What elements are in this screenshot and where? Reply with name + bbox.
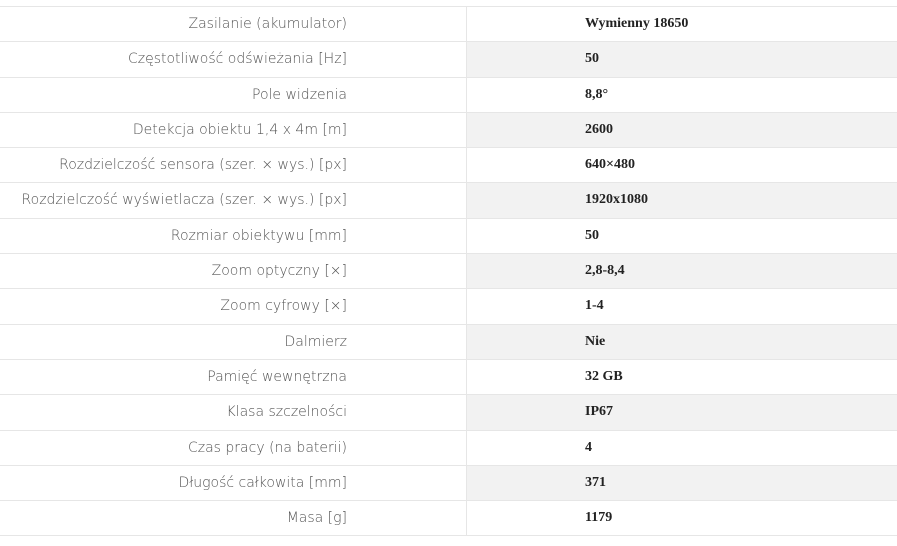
spec-value: 4 — [585, 439, 592, 455]
spec-label: Długość całkowita [mm] — [0, 465, 467, 501]
spec-row: Rozdzielczość wyświetlacza (szer. × wys.… — [0, 183, 897, 219]
spec-value: 50 — [467, 42, 897, 77]
spec-label: Pamięć wewnętrzna — [0, 359, 467, 395]
spec-row: Częstotliwość odświeżania [Hz] 50 — [0, 42, 897, 78]
spec-label: Dalmierz — [0, 324, 467, 359]
spec-value: 371 — [467, 465, 897, 501]
spec-value: 50 — [585, 227, 599, 243]
spec-row: Pole widzenia 8,8° — [0, 77, 897, 113]
spec-value: 2600 — [467, 112, 897, 148]
spec-label: Rozmiar obiektywu [mm] — [0, 218, 467, 254]
spec-row: Czas pracy (na baterii) 4 — [0, 430, 897, 466]
spec-label: Częstotliwość odświeżania [Hz] — [0, 42, 467, 77]
spec-label: Detekcja obiektu 1,4 x 4m [m] — [0, 112, 467, 148]
spec-row: Pamięć wewnętrzna 32 GB — [0, 359, 897, 396]
spec-label: Rozdzielczość sensora (szer. × wys.) [px… — [0, 148, 467, 183]
spec-label: Zasilanie (akumulator) — [0, 7, 467, 42]
spec-value: IP67 — [467, 395, 897, 430]
spec-label: Zoom optyczny [×] — [0, 254, 467, 289]
spec-label: Klasa szczelności — [0, 395, 467, 430]
spec-label: Czas pracy (na baterii) — [0, 430, 467, 465]
spec-row: Długość całkowita [mm] 371 — [0, 465, 897, 502]
spec-row: Dalmierz Nie — [0, 324, 897, 360]
spec-label: Rozdzielczość wyświetlacza (szer. × wys.… — [0, 183, 467, 218]
spec-label: Zoom cyfrowy [×] — [0, 289, 467, 324]
spec-value: 8,8° — [585, 86, 609, 102]
spec-value: 1-4 — [585, 298, 604, 314]
spec-label: Pole widzenia — [0, 77, 467, 112]
spec-value: 640×480 — [585, 157, 635, 173]
spec-value: 32 GB — [585, 368, 623, 384]
spec-row: Rozdzielczość sensora (szer. × wys.) [px… — [0, 148, 897, 184]
spec-value: 1920x1080 — [467, 183, 897, 218]
spec-row: Masa [g] 1179 — [0, 501, 897, 537]
spec-label: Masa [g] — [0, 501, 467, 536]
spec-row: Zasilanie (akumulator) Wymienny 18650 — [0, 7, 897, 43]
spec-row: Zoom cyfrowy [×] 1-4 — [0, 289, 897, 325]
spec-row: Klasa szczelności IP67 — [0, 395, 897, 431]
spec-value: Nie — [467, 324, 897, 359]
spec-value: 1179 — [585, 510, 613, 526]
spec-row: Rozmiar obiektywu [mm] 50 — [0, 218, 897, 255]
spec-value: Wymienny 18650 — [585, 16, 689, 31]
spec-row: Detekcja obiektu 1,4 x 4m [m] 2600 — [0, 112, 897, 149]
spec-row: Zoom optyczny [×] 2,8-8,4 — [0, 254, 897, 290]
spec-table: Zasilanie (akumulator) Wymienny 18650 Częs… — [0, 6, 897, 537]
spec-value: 2,8-8,4 — [467, 254, 897, 289]
